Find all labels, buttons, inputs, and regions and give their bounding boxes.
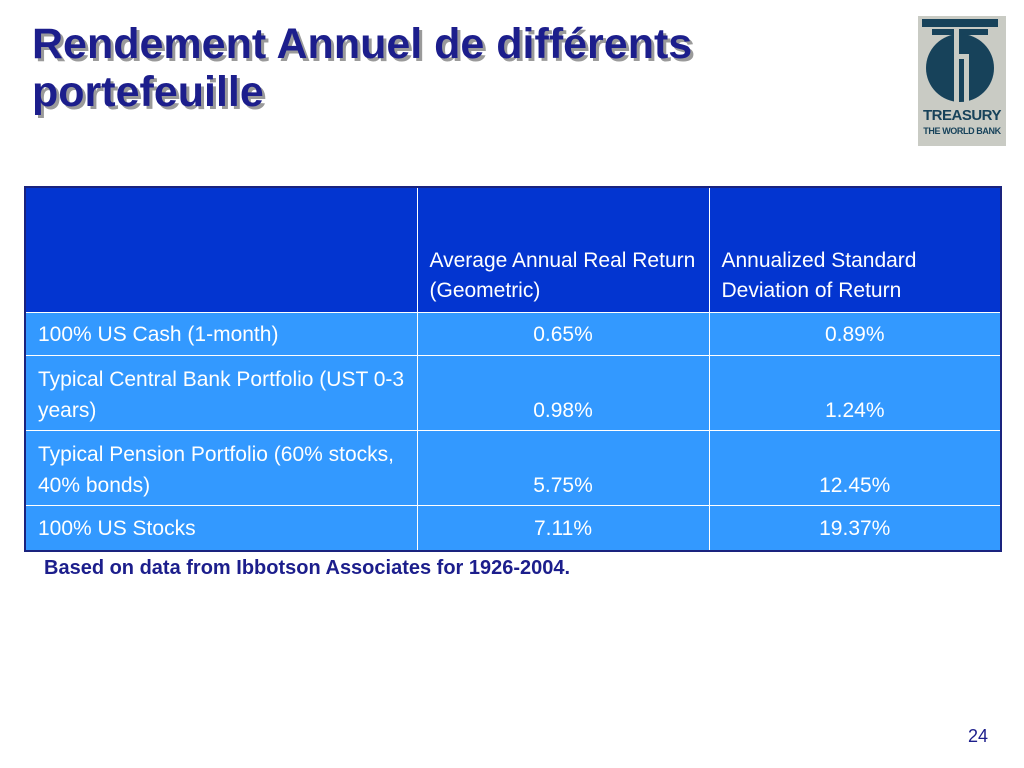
row-label: 100% US Cash (1-month)	[24, 312, 418, 356]
std-dev-value: 19.37%	[708, 505, 1002, 552]
real-return-value: 0.98%	[416, 355, 710, 431]
table-row: 100% US Stocks 7.11% 19.37%	[24, 505, 1002, 552]
slide-title: Rendement Annuel de différents portefeui…	[32, 20, 693, 116]
table-row: 100% US Cash (1-month) 0.65% 0.89%	[24, 312, 1002, 356]
logo-treasury-text: TREASURY	[923, 107, 1001, 124]
row-label: Typical Pension Portfolio (60% stocks, 4…	[24, 430, 418, 506]
portfolio-returns-table: Average Annual Real Return (Geometric) A…	[24, 186, 1002, 552]
std-dev-value: 12.45%	[708, 430, 1002, 506]
std-dev-value: 1.24%	[708, 355, 1002, 431]
table-header-row: Average Annual Real Return (Geometric) A…	[24, 186, 1002, 313]
real-return-value: 5.75%	[416, 430, 710, 506]
row-label: Typical Central Bank Portfolio (UST 0-3 …	[24, 355, 418, 431]
logo-worldbank-text: THE WORLD BANK	[923, 126, 1001, 136]
table-row: Typical Central Bank Portfolio (UST 0-3 …	[24, 355, 1002, 431]
treasury-logo: TREASURY THE WORLD BANK	[918, 16, 1006, 146]
treasury-emblem-icon	[922, 19, 998, 105]
row-label: 100% US Stocks	[24, 505, 418, 552]
std-dev-value: 0.89%	[708, 312, 1002, 356]
page-number: 24	[967, 726, 988, 746]
header-real-return: Average Annual Real Return (Geometric)	[416, 186, 710, 313]
source-note: Based on data from Ibbotson Associates f…	[44, 557, 571, 579]
header-empty-cell	[24, 186, 418, 313]
header-std-dev: Annualized Standard Deviation of Return	[708, 186, 1002, 313]
real-return-value: 0.65%	[416, 312, 710, 356]
real-return-value: 7.11%	[416, 505, 710, 552]
table-row: Typical Pension Portfolio (60% stocks, 4…	[24, 430, 1002, 506]
